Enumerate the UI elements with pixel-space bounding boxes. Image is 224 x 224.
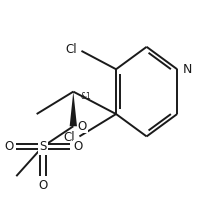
Text: N: N xyxy=(182,63,192,76)
Text: Cl: Cl xyxy=(66,43,77,56)
Text: O: O xyxy=(4,140,13,153)
Text: O: O xyxy=(38,179,47,192)
Text: S: S xyxy=(39,140,46,153)
Text: O: O xyxy=(78,120,87,133)
Polygon shape xyxy=(70,92,77,126)
Text: &1: &1 xyxy=(80,92,91,101)
Text: O: O xyxy=(73,140,83,153)
Text: Cl: Cl xyxy=(64,131,75,144)
